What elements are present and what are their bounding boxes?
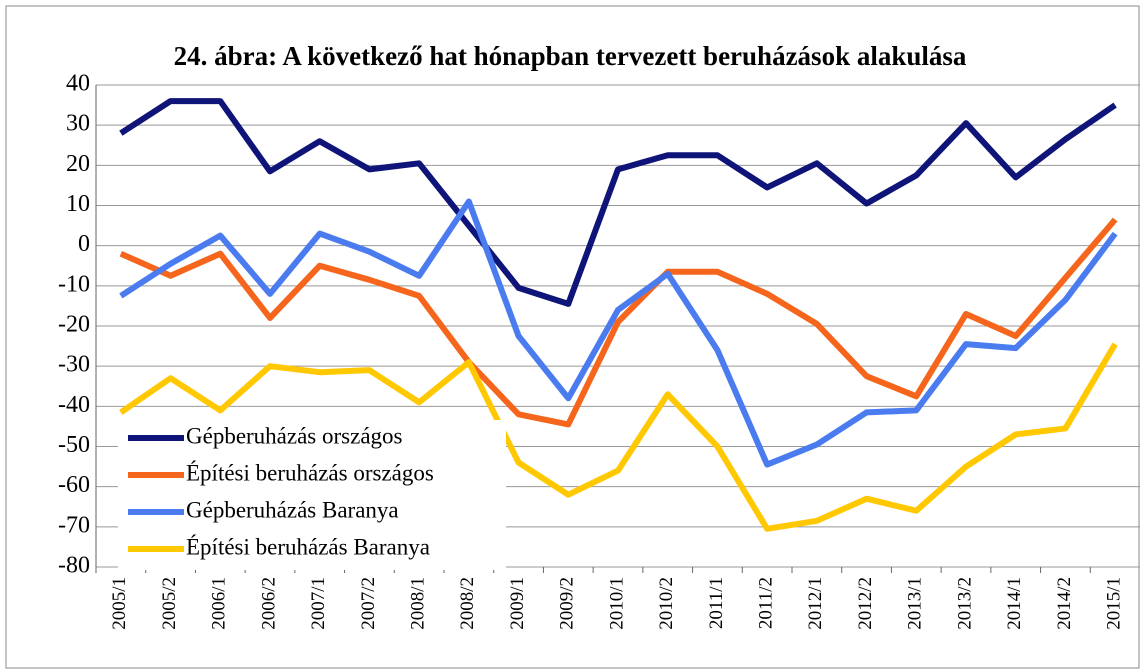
series-line [119,98,1117,307]
chart-title: 24. ábra: A következő hat hónapban terve… [173,41,967,71]
x-tick-label: 2014/2 [1054,577,1075,630]
x-tick-label: 2007/2 [358,577,379,630]
x-tick-label: 2006/1 [209,577,230,630]
legend-label: Építési beruházás országos [186,460,434,485]
y-tick-label: 20 [66,151,90,177]
legend-box [118,420,506,570]
x-tick-label: 2010/1 [606,577,627,630]
x-tick-label: 2012/2 [855,577,876,630]
x-tick-label: 2014/1 [1004,577,1025,630]
series-line [119,198,1118,468]
y-tick-label: -50 [58,432,90,458]
legend-label: Gépberuházás országos [186,423,403,448]
x-tick-label: 2012/1 [805,577,826,630]
x-tick-label: 2010/2 [656,577,677,630]
y-tick-label: -10 [58,271,90,297]
y-tick-label: 0 [78,231,90,257]
frame [5,5,1140,669]
y-tick-label: -60 [58,472,90,498]
x-tick-label: 2006/2 [258,577,279,630]
x-tick-label: 2015/1 [1104,577,1125,630]
y-tick-label: -20 [58,312,90,338]
x-tick-label: 2005/1 [109,577,130,630]
y-tick-label: -80 [58,553,90,579]
x-tick-label: 2013/2 [954,577,975,630]
x-tick-label: 2008/2 [457,577,478,630]
x-tick-label: 2009/1 [507,577,528,630]
y-tick-label: -40 [58,392,90,418]
legend-label: Építési beruházás Baranya [186,534,430,559]
x-tick-label: 2008/1 [408,577,429,630]
series-line [119,217,1118,428]
x-tick-label: 2011/1 [706,577,727,629]
x-tick-label: 2007/1 [308,577,329,630]
series-line [119,342,1118,532]
y-tick-label: 40 [66,71,90,97]
x-tick-label: 2013/1 [905,577,926,630]
x-tick-label: 2011/2 [756,577,777,629]
y-tick-label: -30 [58,352,90,378]
y-tick-label: 30 [66,111,90,137]
y-tick-label: -70 [58,512,90,538]
x-tick-label: 2009/2 [557,577,578,630]
y-tick-label: 10 [66,191,90,217]
legend-label: Gépberuházás Baranya [186,497,399,522]
x-tick-label: 2005/2 [159,577,180,630]
